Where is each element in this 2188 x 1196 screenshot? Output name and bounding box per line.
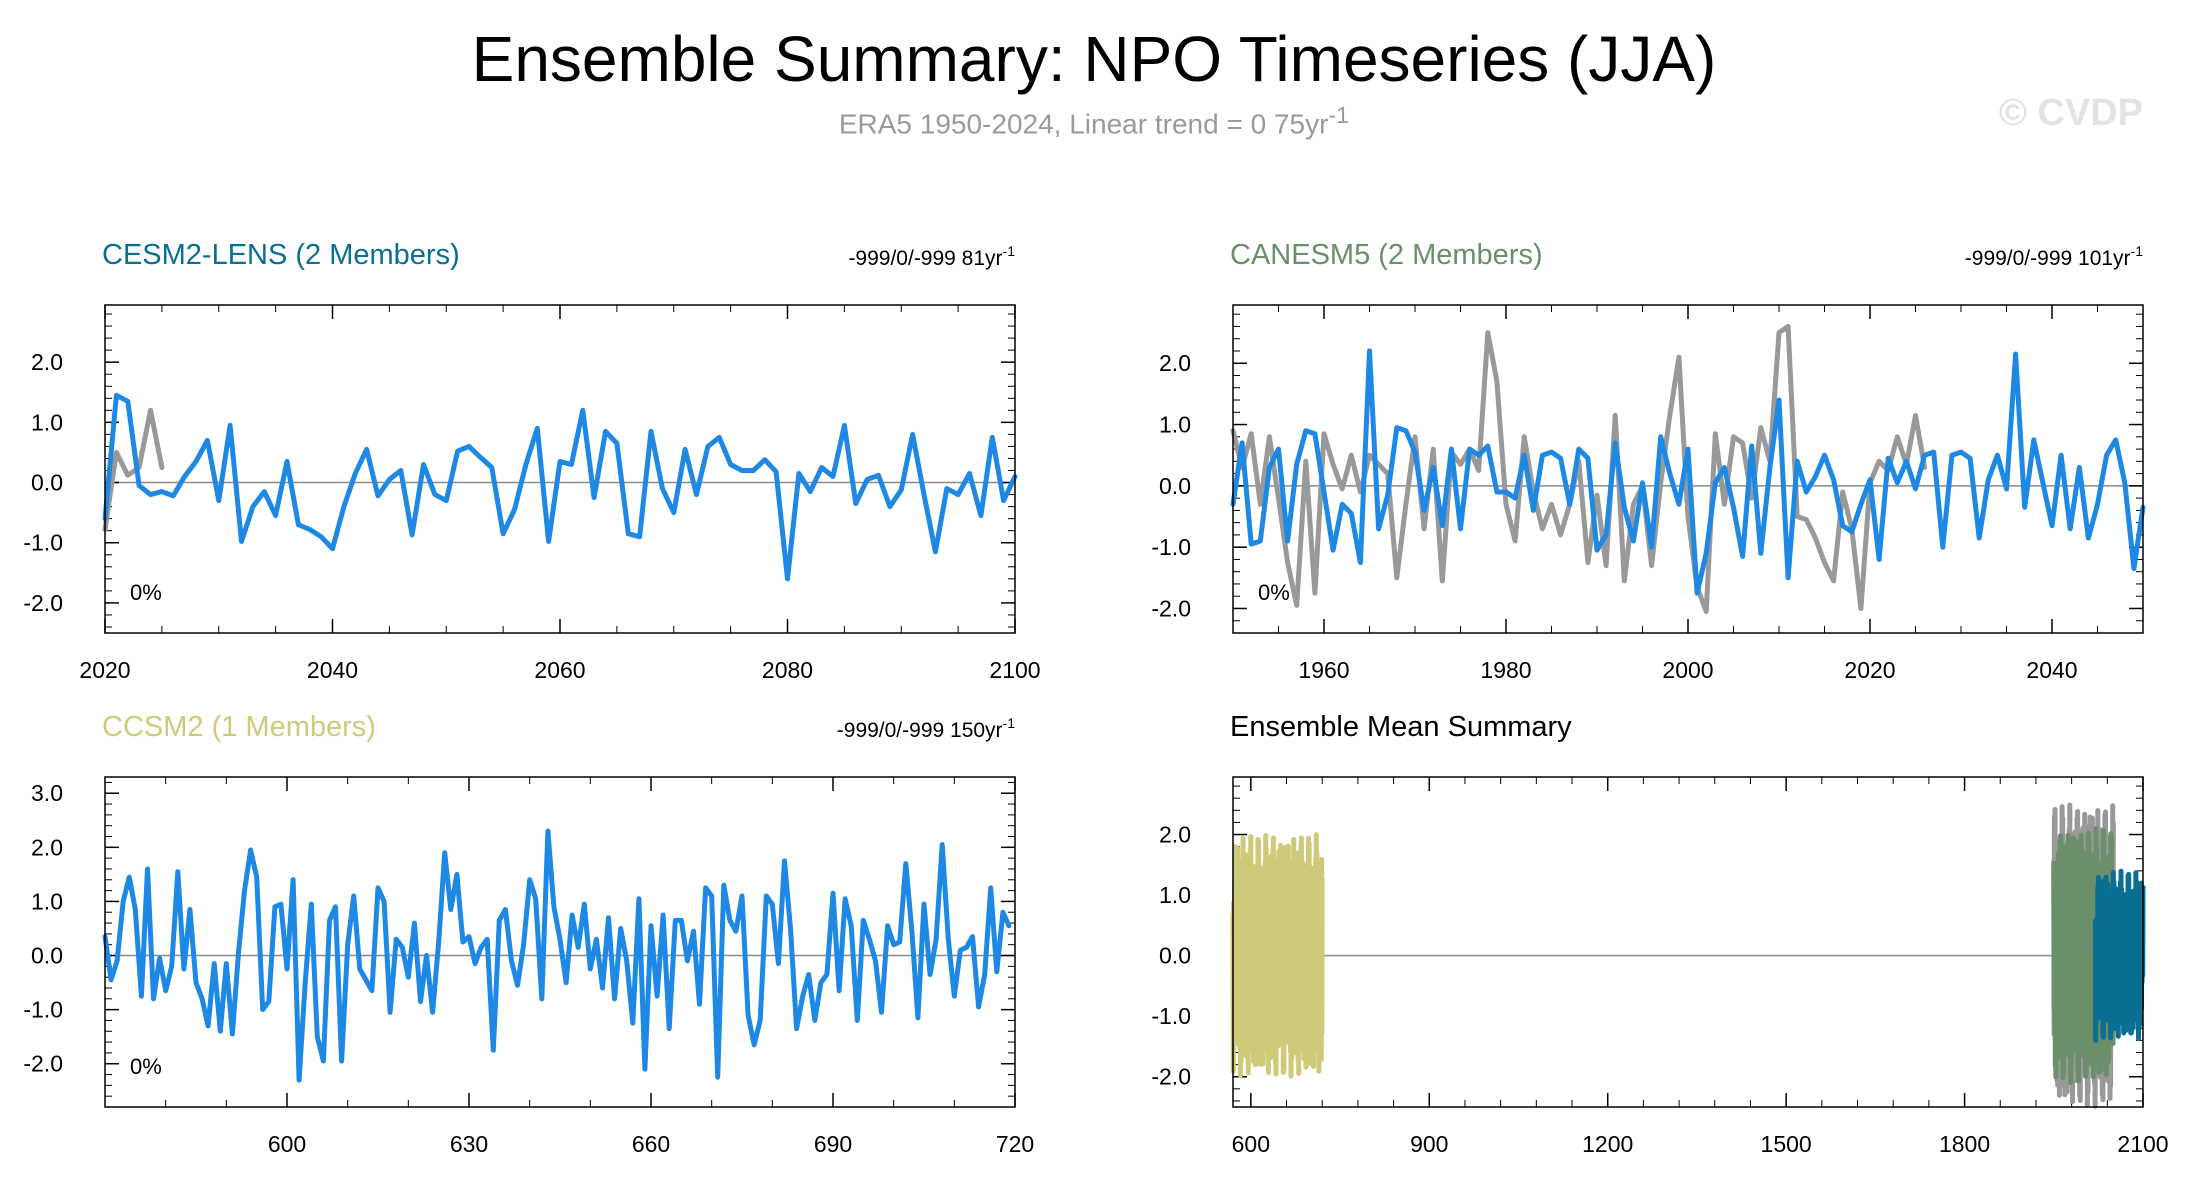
- chart-stat-label: -999/0/-999 101yr-1: [1965, 243, 2143, 270]
- stat-text: -999/0/-999 150yr: [837, 719, 1003, 742]
- chart-panel-cesm2: CESM2-LENS (2 Members) -999/0/-999 81yr-1…: [23, 239, 1040, 683]
- chart-title: Ensemble Mean Summary: [1230, 711, 1572, 743]
- y-tick-label: -2.0: [23, 1051, 63, 1077]
- x-tick-label: 600: [268, 1131, 306, 1157]
- y-tick-label: 2.0: [31, 834, 63, 860]
- plot-frame: [104, 304, 1016, 634]
- y-tick-label: 0.0: [31, 470, 63, 496]
- y-tick-label: 2.0: [1159, 350, 1191, 376]
- x-tick-label: 660: [632, 1131, 670, 1157]
- y-tick-label: -2.0: [23, 590, 63, 616]
- y-tick-label: -1.0: [1151, 534, 1191, 560]
- chart-panel-ccsm2: CCSM2 (1 Members) -999/0/-999 150yr-1 -2.0…: [23, 711, 1034, 1157]
- y-tick-label: 0.0: [31, 943, 63, 969]
- plot-frame: [1232, 304, 2144, 634]
- chart-panel-summary: Ensemble Mean Summary -2.0 -1.0 0.0 1.0 2.0 60…: [1151, 711, 2168, 1157]
- stat-text: -999/0/-999 81yr: [848, 247, 1002, 270]
- chart-stat-label: -999/0/-999 81yr-1: [848, 243, 1015, 270]
- x-tick-label: 2040: [307, 657, 358, 683]
- y-tick-label: -1.0: [23, 530, 63, 556]
- summary-series-cesm2-lens: [2092, 868, 2146, 1043]
- chart-panel-canesm5: CANESM5 (2 Members) -999/0/-999 101yr-1 -2…: [1151, 239, 2146, 683]
- x-tick-label: 1500: [1761, 1131, 1812, 1157]
- x-tick-label: 2060: [534, 657, 585, 683]
- y-tick-label: -1.0: [23, 997, 63, 1023]
- model-series-line: [1230, 348, 2146, 596]
- x-tick-label: 2040: [2026, 657, 2077, 683]
- x-tick-label: 2020: [1844, 657, 1895, 683]
- stat-text: -999/0/-999 101yr: [1965, 247, 2131, 270]
- plot-frame: [1232, 776, 2144, 1108]
- chart-stat-label: -999/0/-999 150yr-1: [837, 715, 1015, 742]
- cvdp-watermark: © CVDP: [1998, 92, 2143, 134]
- x-tick-label: 1980: [1480, 657, 1531, 683]
- x-tick-label: 2020: [79, 657, 130, 683]
- subtitle-superscript: -1: [1328, 102, 1350, 128]
- chart-title: CANESM5 (2 Members): [1230, 239, 1543, 271]
- chart-title: CESM2-LENS (2 Members): [102, 239, 460, 271]
- page-title: Ensemble Summary: NPO Timeseries (JJA): [471, 23, 1717, 95]
- y-tick-label: -1.0: [1151, 1003, 1191, 1029]
- y-tick-label: 1.0: [31, 409, 63, 435]
- y-tick-label: 0.0: [1159, 473, 1191, 499]
- percent-label: 0%: [1258, 580, 1290, 605]
- x-tick-label: 2100: [2117, 1131, 2168, 1157]
- stat-superscript: -1: [1003, 715, 1016, 731]
- x-tick-label: 1960: [1298, 657, 1349, 683]
- x-tick-label: 720: [996, 1131, 1034, 1157]
- y-tick-label: 1.0: [1159, 882, 1191, 908]
- y-tick-label: 2.0: [1159, 822, 1191, 848]
- stat-superscript: -1: [2131, 243, 2144, 259]
- y-tick-label: 3.0: [31, 780, 63, 806]
- subtitle-text: ERA5 1950-2024, Linear trend = 0 75yr: [838, 108, 1329, 140]
- x-tick-label: 2100: [989, 657, 1040, 683]
- y-tick-label: -2.0: [1151, 595, 1191, 621]
- model-series-line: [102, 392, 1018, 582]
- y-tick-label: -2.0: [1151, 1064, 1191, 1090]
- x-tick-label: 690: [814, 1131, 852, 1157]
- page-subtitle: ERA5 1950-2024, Linear trend = 0 75yr-1: [0, 102, 2188, 140]
- y-tick-label: 0.0: [1159, 943, 1191, 969]
- model-series-line: [102, 828, 1012, 1083]
- percent-label: 0%: [130, 580, 162, 605]
- y-tick-label: 1.0: [1159, 412, 1191, 438]
- obs-series-line: [102, 407, 165, 532]
- y-tick-label: 2.0: [31, 349, 63, 375]
- y-tick-label: 1.0: [31, 888, 63, 914]
- summary-series-ccsm2: [1230, 832, 1325, 1079]
- x-tick-label: 2000: [1662, 657, 1713, 683]
- stat-superscript: -1: [1003, 243, 1016, 259]
- x-tick-label: 2080: [762, 657, 813, 683]
- plot-frame: [104, 776, 1016, 1108]
- x-tick-label: 600: [1232, 1131, 1270, 1157]
- percent-label: 0%: [130, 1054, 162, 1079]
- x-tick-label: 630: [450, 1131, 488, 1157]
- x-tick-label: 1800: [1939, 1131, 1990, 1157]
- x-tick-label: 1200: [1582, 1131, 1633, 1157]
- chart-title: CCSM2 (1 Members): [102, 711, 376, 743]
- x-tick-label: 900: [1410, 1131, 1448, 1157]
